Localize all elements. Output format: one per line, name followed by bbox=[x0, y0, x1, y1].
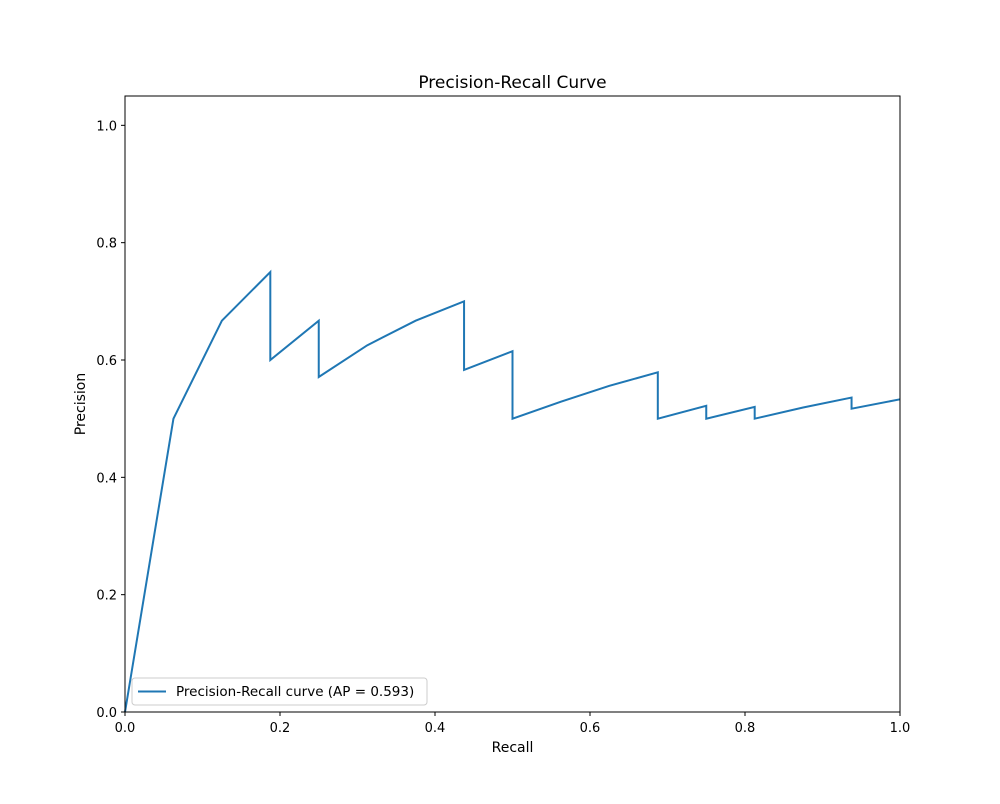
y-tick-label: 0.8 bbox=[96, 237, 117, 252]
series-layer bbox=[125, 272, 900, 712]
series-line-0 bbox=[125, 272, 900, 712]
y-tick-label: 1.0 bbox=[96, 119, 117, 134]
chart-title: Precision-Recall Curve bbox=[418, 73, 606, 93]
x-tick-label: 1.0 bbox=[890, 721, 911, 736]
x-tick-label: 0.4 bbox=[425, 721, 446, 736]
legend-label: Precision-Recall curve (AP = 0.593) bbox=[176, 684, 414, 700]
y-axis-title: Precision bbox=[73, 373, 89, 435]
y-tick-label: 0.6 bbox=[96, 354, 117, 369]
x-tick-label: 0.8 bbox=[735, 721, 756, 736]
x-tick-label: 0.0 bbox=[115, 721, 136, 736]
x-axis-ticks: 0.0 0.2 0.4 0.6 0.8 1.0 bbox=[115, 712, 911, 736]
y-tick-label: 0.2 bbox=[96, 589, 117, 604]
x-tick-label: 0.2 bbox=[270, 721, 291, 736]
y-tick-label: 0.0 bbox=[96, 706, 117, 721]
y-tick-label: 0.4 bbox=[96, 471, 117, 486]
x-tick-label: 0.6 bbox=[580, 721, 601, 736]
x-axis-title: Recall bbox=[492, 740, 534, 756]
y-axis-ticks: 0.0 0.2 0.4 0.6 0.8 1.0 bbox=[96, 119, 125, 721]
legend: Precision-Recall curve (AP = 0.593) bbox=[132, 678, 427, 705]
